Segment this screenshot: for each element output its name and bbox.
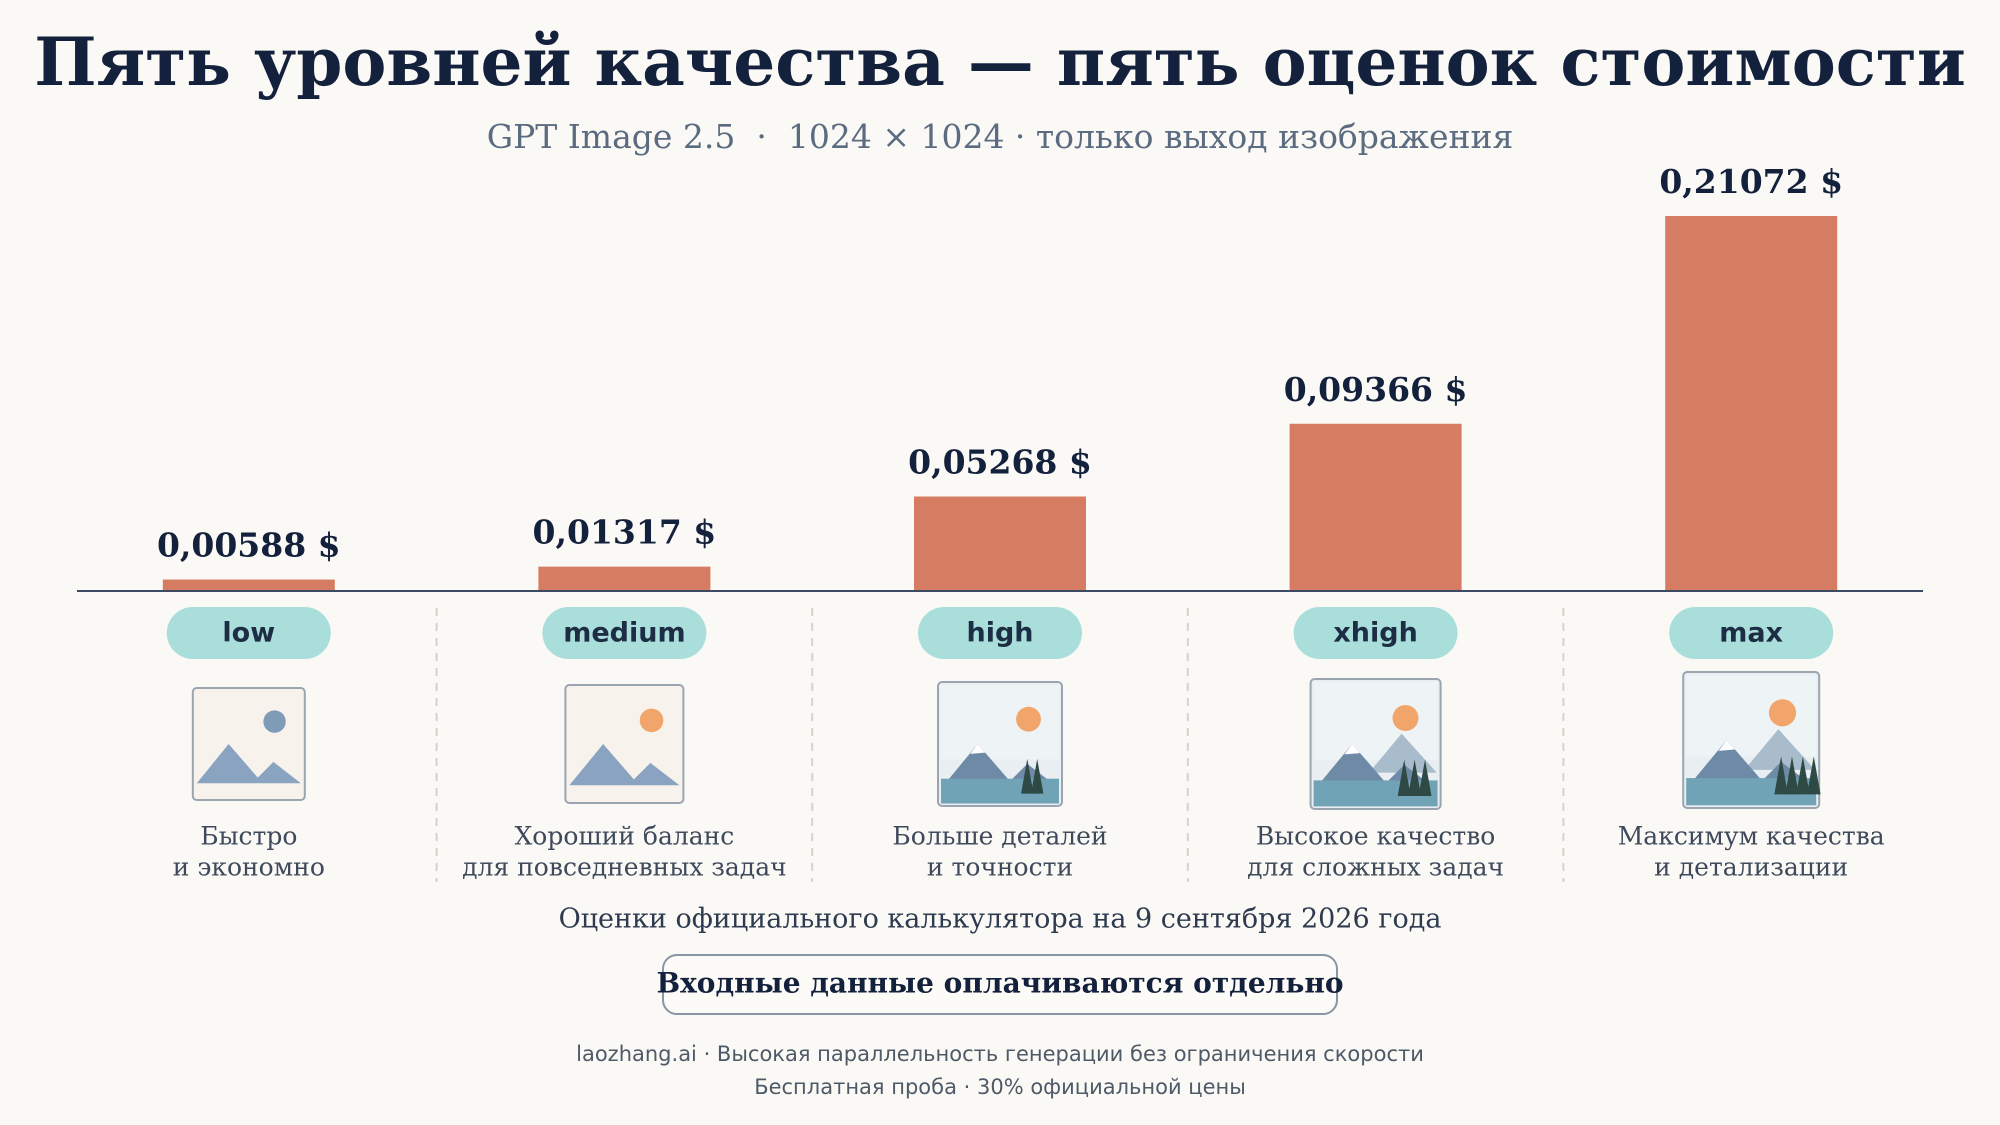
description-line: Быстро <box>200 822 297 851</box>
bar <box>1289 423 1462 590</box>
icon-sun <box>263 710 286 733</box>
icon-tree <box>1418 759 1432 796</box>
icon-sun <box>1768 699 1797 727</box>
icon-far-mountain <box>1369 733 1437 773</box>
category-label: medium <box>563 618 685 649</box>
category-pill <box>918 607 1082 659</box>
button-label: Входные данные оплачиваются отдельно <box>656 967 1343 1000</box>
quality-icon <box>191 687 306 801</box>
bar <box>538 566 711 590</box>
category-pill <box>1669 607 1834 659</box>
icon-far-mountain <box>1744 729 1816 770</box>
icon-sky <box>1313 682 1438 760</box>
quality-icon <box>1309 678 1442 810</box>
icon-sun <box>1392 705 1419 731</box>
quality-icon <box>1682 671 1821 809</box>
category-pill <box>166 607 331 659</box>
icon-snow <box>1344 744 1360 755</box>
value-label: 0,21072 $ <box>1659 162 1843 201</box>
bar <box>1665 216 1838 590</box>
description-line: и детализации <box>1654 853 1848 882</box>
icon-tree <box>1785 756 1799 795</box>
category-label: high <box>966 618 1033 649</box>
value-label: 0,00588 $ <box>157 526 341 565</box>
icon-tree <box>1408 759 1422 796</box>
description-line: Больше деталей <box>892 822 1107 851</box>
icon-sky <box>1686 675 1817 757</box>
icon-tree <box>1021 758 1034 794</box>
icon-mountain <box>569 744 680 786</box>
category-pill <box>1293 607 1458 659</box>
description-line: Хороший баланс <box>514 822 734 851</box>
value-label: 0,09366 $ <box>1284 370 1468 409</box>
chart-subtitle: GPT Image 2.5 · 1024 × 1024 · только вых… <box>487 117 1514 156</box>
quality-icon <box>937 681 1063 807</box>
icon-sky <box>941 685 1059 760</box>
description-line: и экономно <box>173 853 325 882</box>
icon-tree <box>1031 758 1044 794</box>
category-label: xhigh <box>1333 618 1417 649</box>
description-line: и точности <box>927 853 1073 882</box>
footer-line: Бесплатная проба · 30% официальной цены <box>754 1075 1246 1099</box>
note: Оценки официального калькулятора на 9 се… <box>559 904 1442 935</box>
description-line: Высокое качество <box>1256 822 1496 851</box>
bar <box>162 579 335 590</box>
value-label: 0,01317 $ <box>533 513 717 552</box>
icon-tree <box>1806 756 1821 795</box>
description-line: для сложных задач <box>1247 853 1504 882</box>
icon-snow <box>1718 740 1735 751</box>
icon-tree <box>1774 756 1788 795</box>
icon-mountain <box>196 744 301 784</box>
description-line: для повседневных задач <box>462 853 786 882</box>
description-line: Максимум качества <box>1618 822 1885 851</box>
icon-sun <box>1016 706 1041 732</box>
category-label: max <box>1719 618 1783 649</box>
category-label: low <box>222 618 275 649</box>
category-pill <box>542 607 707 659</box>
quality-icon <box>564 684 685 804</box>
footer-line: laozhang.ai · Высокая параллельность ген… <box>576 1042 1424 1066</box>
icon-tree <box>1796 756 1810 795</box>
icon-snow <box>970 744 986 754</box>
icon-tree <box>1397 759 1411 796</box>
bar <box>914 496 1086 590</box>
button-frame <box>662 954 1338 1015</box>
value-label: 0,05268 $ <box>908 443 1092 482</box>
chart-title: Пять уровней качества — пять оценок стои… <box>34 23 1966 101</box>
icon-sun <box>639 708 664 733</box>
